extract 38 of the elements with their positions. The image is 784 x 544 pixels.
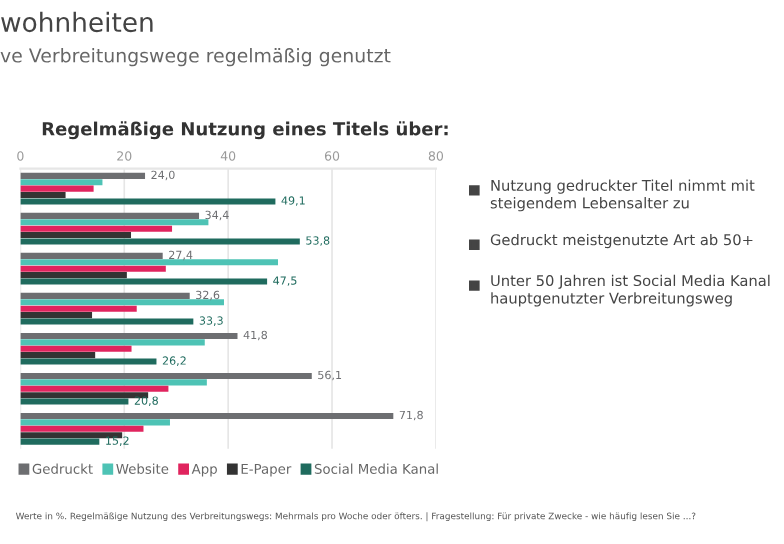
bar xyxy=(20,219,209,226)
bar xyxy=(20,272,127,279)
bar xyxy=(20,398,129,405)
text: ve Verbreitungswege regelmäßig genutzt xyxy=(0,47,391,67)
bar xyxy=(20,292,190,299)
text: wohnheiten xyxy=(1,11,153,33)
bar xyxy=(20,172,146,179)
chart-title: Regelmäßige Nutzung eines Titels über: xyxy=(42,121,448,140)
bar xyxy=(20,419,170,426)
bar xyxy=(20,265,166,272)
bar xyxy=(20,412,394,420)
bar xyxy=(20,252,163,259)
bar xyxy=(20,299,224,306)
bar xyxy=(20,192,66,199)
bar xyxy=(20,438,100,445)
bar xyxy=(20,379,207,386)
bar xyxy=(20,318,194,325)
bar xyxy=(20,372,312,379)
bar xyxy=(20,278,268,285)
bar xyxy=(20,425,144,432)
bar xyxy=(20,345,132,352)
bar xyxy=(20,305,137,312)
bar xyxy=(20,339,205,346)
bar xyxy=(20,185,94,192)
bar xyxy=(20,312,93,319)
bar xyxy=(20,385,169,392)
bar xyxy=(20,232,132,239)
bar xyxy=(20,179,103,186)
bar xyxy=(20,198,276,205)
bar xyxy=(20,432,123,439)
bar xyxy=(20,212,200,219)
bar xyxy=(20,352,96,359)
bar xyxy=(20,332,238,339)
bar xyxy=(20,238,300,245)
bar xyxy=(20,392,149,399)
bar xyxy=(20,225,173,232)
bar xyxy=(20,259,279,266)
bar xyxy=(20,358,157,365)
